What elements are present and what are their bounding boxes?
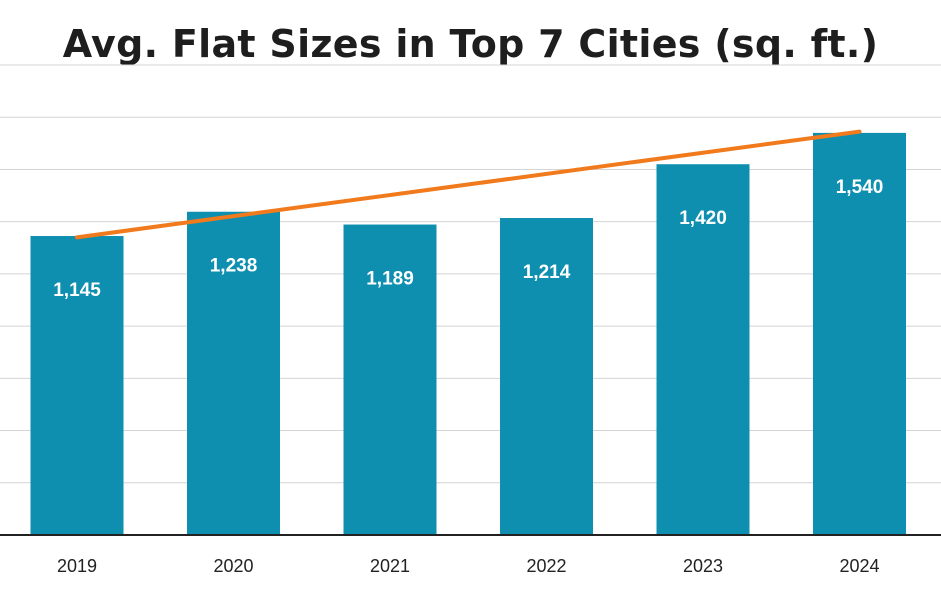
bar: [30, 236, 124, 535]
bar: [656, 164, 750, 535]
trendline: [75, 129, 862, 240]
x-tick-label: 2023: [683, 556, 723, 576]
x-tick-label: 2022: [526, 556, 566, 576]
bar: [343, 224, 437, 536]
data-label: 1,145: [53, 280, 101, 301]
data-label: 1,420: [679, 208, 727, 229]
data-label: 1,238: [210, 256, 258, 277]
bar: [187, 211, 280, 535]
chart-title: Avg. Flat Sizes in Top 7 Cities (sq. ft.…: [62, 22, 879, 66]
data-label: 1,540: [836, 177, 884, 198]
x-tick-label: 2019: [57, 556, 97, 576]
x-tick-label: 2024: [839, 556, 879, 576]
bar: [813, 132, 906, 535]
data-label: 1,214: [523, 262, 571, 283]
x-tick-label: 2020: [213, 556, 253, 576]
data-label: 1,189: [366, 269, 414, 290]
x-tick-label: 2021: [370, 556, 410, 576]
bar: [500, 218, 593, 535]
